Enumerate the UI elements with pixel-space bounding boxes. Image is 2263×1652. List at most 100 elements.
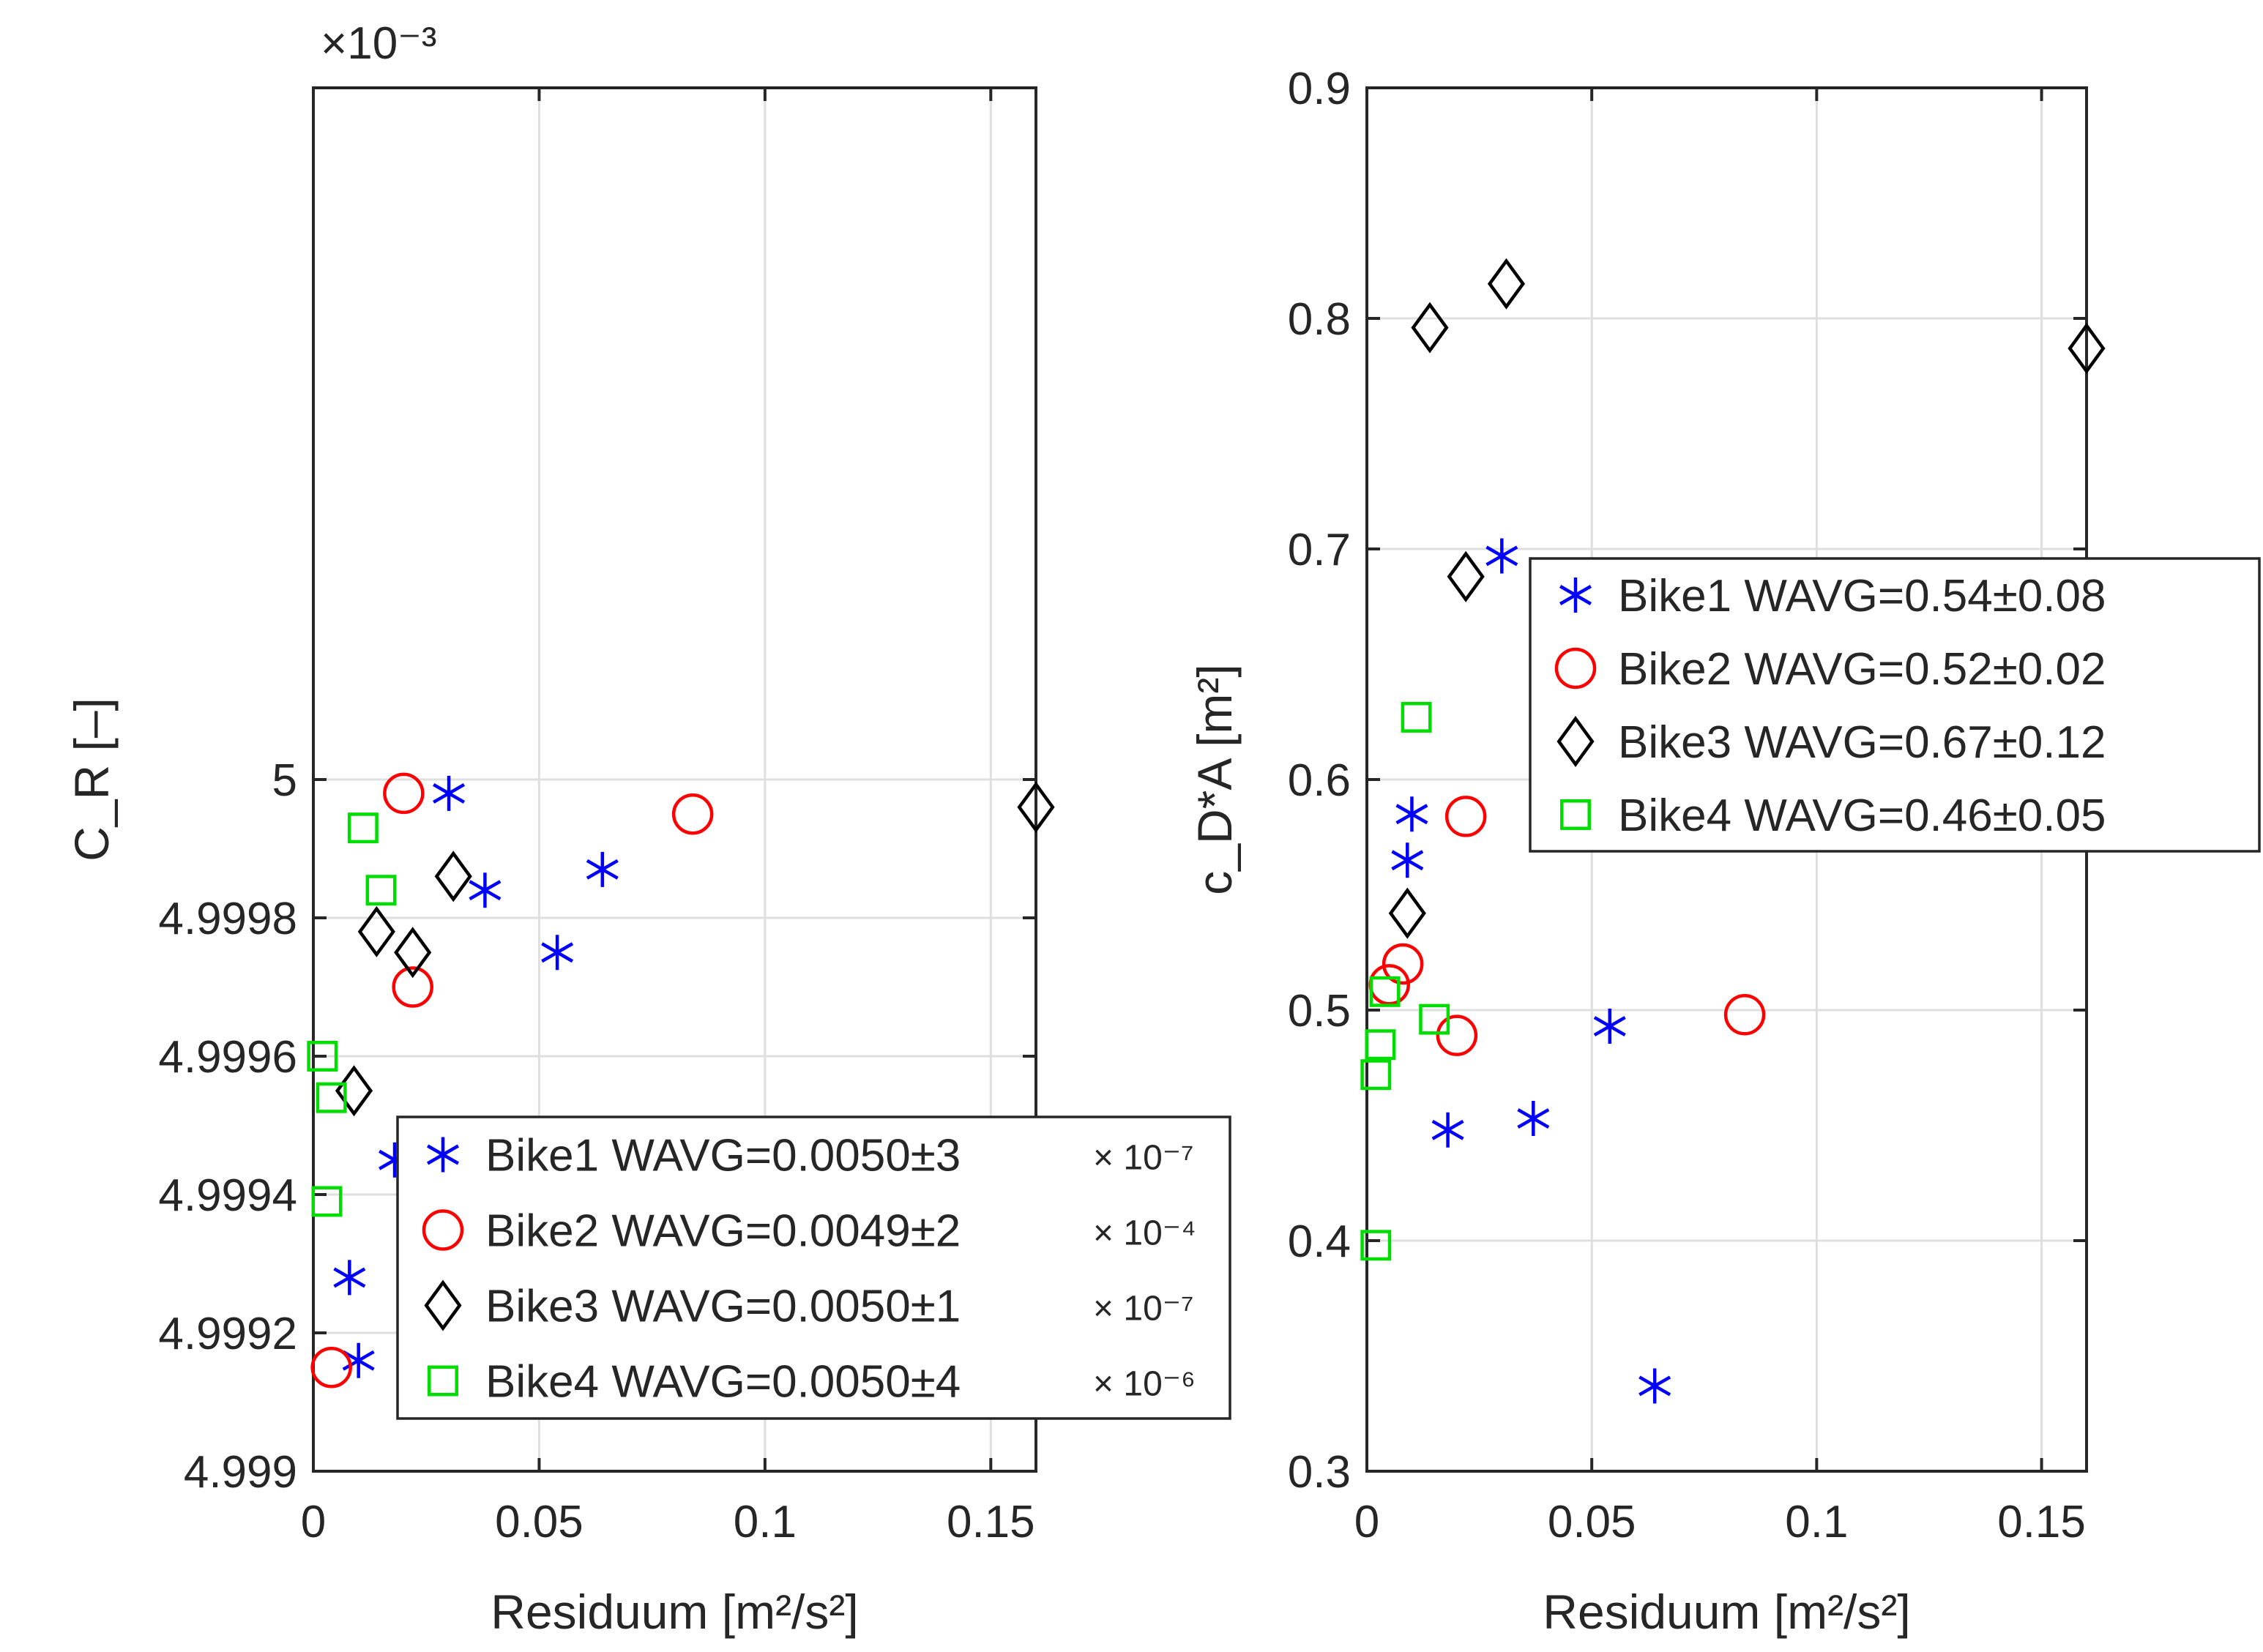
series-bike4	[307, 812, 397, 1217]
x-tick-label: 0	[1354, 1497, 1379, 1547]
bike3-point	[357, 905, 395, 957]
series-bike1	[333, 775, 619, 1378]
bike4-point	[365, 875, 397, 906]
y-axis-title: C_R [–]	[64, 698, 119, 861]
legend-bike2-label: Bike2 WAVG=0.0049±2	[485, 1206, 961, 1257]
bike4-point	[347, 812, 379, 844]
series-bike3	[335, 781, 1055, 1117]
bike2-point	[310, 1347, 352, 1388]
bike1-point	[1593, 1009, 1626, 1044]
bike2-point	[1723, 994, 1766, 1036]
legend-bike4-exponent: × 10⁻⁶	[1093, 1365, 1196, 1404]
bike1-point	[1391, 842, 1424, 878]
legend-bike1-exponent: × 10⁻⁷	[1093, 1139, 1193, 1178]
bike2-point	[383, 772, 425, 815]
legend-bike4-label: Bike4 WAVG=0.46±0.05	[1618, 791, 2106, 841]
bike4-point	[1419, 1003, 1450, 1035]
bike4-point	[1365, 1029, 1396, 1061]
legend-box	[396, 1115, 1231, 1420]
legend-bike3-label: Bike3 WAVG=0.67±0.12	[1618, 717, 2106, 768]
y-tick-label: 0.6	[1288, 755, 1351, 806]
bike1-point	[1485, 538, 1518, 574]
bike2-point	[392, 966, 433, 1008]
x-tick-label: 0.05	[495, 1497, 584, 1547]
legend-bike2-label: Bike2 WAVG=0.52±0.02	[1618, 644, 2106, 695]
bike3-point	[1487, 258, 1526, 310]
bike3-point	[1447, 550, 1485, 602]
bike1-point	[586, 851, 619, 887]
y-tick-label: 0.8	[1288, 294, 1351, 345]
bike2-point	[1436, 1014, 1478, 1056]
legend-box	[1529, 557, 2261, 853]
series-bike1	[1391, 538, 1671, 1404]
legend: Bike1 WAVG=0.0050±3 × 10⁻⁷ Bike2 WAVG=0.00…	[396, 1115, 1231, 1420]
y-tick-label: 0.3	[1288, 1447, 1351, 1498]
y-tick-label: 4.999	[184, 1447, 297, 1498]
y-tick-label: 4.9994	[158, 1170, 297, 1221]
y-tick-label: 0.4	[1288, 1216, 1351, 1267]
y-tick-label: 0.5	[1288, 986, 1351, 1036]
bike1-point	[433, 775, 466, 811]
bike3-point	[1388, 887, 1426, 939]
bike4-point	[307, 1041, 338, 1072]
legend-bike3-marker	[1556, 715, 1595, 768]
bike1-point	[1395, 796, 1428, 832]
legend-bike2-marker	[1554, 647, 1597, 689]
y-tick-label: 4.9992	[158, 1309, 297, 1359]
x-tick-label: 0.15	[1997, 1497, 2086, 1547]
legend-bike4-marker	[428, 1365, 458, 1397]
bike4-point	[1360, 1230, 1392, 1261]
bike4-point	[1369, 976, 1401, 1007]
series-bike2	[1368, 796, 1766, 1056]
legend-bike2-exponent: × 10⁻⁴	[1093, 1214, 1196, 1253]
legend-bike4-label: Bike4 WAVG=0.0050±4	[485, 1357, 961, 1408]
x-axis-title: Residuum [m²/s²]	[491, 1585, 858, 1639]
series-bike2	[310, 772, 714, 1388]
bike1-point	[1431, 1112, 1464, 1148]
legend-bike1-marker	[1559, 578, 1592, 613]
bike2-point	[671, 793, 714, 835]
legend-bike1-label: Bike1 WAVG=0.54±0.08	[1618, 571, 2106, 621]
bike3-point	[2068, 322, 2106, 374]
bike1-point	[342, 1342, 375, 1378]
legend-bike1-label: Bike1 WAVG=0.0050±3	[485, 1131, 961, 1181]
bike3-point	[434, 851, 472, 902]
bike3-point	[1411, 302, 1449, 354]
bike1-point	[1517, 1101, 1550, 1137]
series-bike3	[1388, 258, 2106, 939]
bike4-point	[316, 1082, 347, 1113]
y-axis-title: c_D*A [m²]	[1188, 664, 1242, 894]
x-tick-label: 0.1	[1785, 1497, 1848, 1547]
y-tick-label: 0.9	[1288, 64, 1351, 114]
series-bike4	[1360, 701, 1450, 1261]
bike3-point	[394, 927, 432, 979]
x-tick-label: 0.05	[1548, 1497, 1636, 1547]
legend-bike3-marker	[424, 1279, 462, 1331]
legend-bike1-marker	[426, 1137, 460, 1173]
panel-right: 0 0.05 0.1 0.15 0.3 0.4 0.5 0.6 0.7 0.8 0.9 Residuu…	[1188, 64, 2261, 1639]
legend: Bike1 WAVG=0.54±0.08 Bike2 WAVG=0.52±0.02…	[1529, 557, 2261, 853]
panel-left: 0 0.05 0.1 0.15 4.999 4.9992 4.9994 4.9996 4.999…	[64, 18, 1231, 1639]
bike1-point	[333, 1260, 366, 1296]
legend-bike4-marker	[1560, 799, 1591, 830]
bike3-point	[1017, 781, 1055, 833]
y-tick-label: 4.9996	[158, 1032, 297, 1083]
y-tick-label: 0.7	[1288, 525, 1351, 575]
x-tick-label: 0	[301, 1497, 326, 1547]
bike1-point	[541, 935, 574, 971]
y-tick-label: 4.9998	[158, 894, 297, 944]
bike4-point	[1360, 1059, 1392, 1091]
legend-bike3-label: Bike3 WAVG=0.0050±1	[485, 1282, 961, 1332]
x-axis-title: Residuum [m²/s²]	[1543, 1585, 1910, 1639]
y-tick-label: 5	[272, 755, 297, 806]
bike1-point	[1638, 1368, 1671, 1404]
bike2-point	[1444, 796, 1487, 837]
bike4-point	[311, 1186, 343, 1217]
bike1-point	[469, 872, 502, 908]
bike2-point	[1382, 943, 1424, 985]
legend-bike3-exponent: × 10⁻⁷	[1093, 1290, 1193, 1328]
bike4-point	[1401, 701, 1432, 733]
x-tick-label: 0.1	[734, 1497, 797, 1547]
y-exponent-label: ×10⁻³	[321, 18, 437, 69]
